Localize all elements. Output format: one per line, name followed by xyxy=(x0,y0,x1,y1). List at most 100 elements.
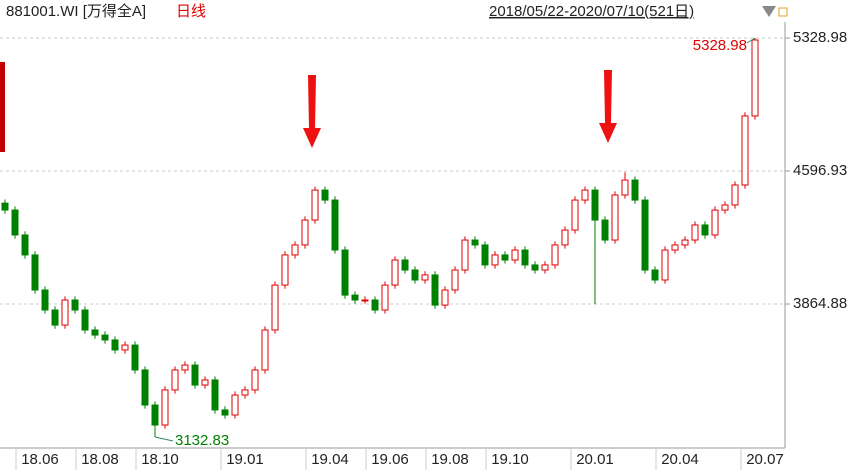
candle-body xyxy=(651,269,659,281)
candle-body xyxy=(701,224,709,236)
y-tick-label: 5328.98 xyxy=(793,29,847,46)
candle-body xyxy=(421,274,429,281)
candle-body xyxy=(391,259,399,286)
candle-body xyxy=(411,269,419,281)
x-tick-label: 20.04 xyxy=(661,451,699,468)
candle-body xyxy=(361,299,369,302)
x-tick-label: 18.10 xyxy=(141,451,179,468)
candle-body xyxy=(281,254,289,286)
candle-body xyxy=(521,249,529,266)
candle-body xyxy=(451,269,459,291)
arrow xyxy=(303,75,321,148)
candle-body xyxy=(251,369,259,391)
candle-body xyxy=(61,299,69,326)
candle-body xyxy=(691,224,699,241)
candle-body xyxy=(531,264,539,271)
candle-body xyxy=(621,179,629,196)
candle-body xyxy=(711,209,719,236)
candle-body xyxy=(141,369,149,406)
candle-body xyxy=(661,249,669,281)
candle-body xyxy=(631,179,639,201)
date-range[interactable]: 2018/05/22-2020/07/10(521日) xyxy=(489,3,694,20)
candle-body xyxy=(71,299,79,311)
x-tick-label: 19.06 xyxy=(371,451,409,468)
y-tick-label: 4596.93 xyxy=(793,162,847,179)
candle-body xyxy=(21,234,29,256)
candle-body xyxy=(191,364,199,386)
side-marker xyxy=(0,62,5,152)
candle-body xyxy=(161,389,169,426)
candle-body xyxy=(121,344,129,351)
security-code: 881001.WI [万得全A] xyxy=(6,2,146,20)
candle-body xyxy=(551,244,559,266)
candle-body xyxy=(301,219,309,246)
x-tick-label: 20.01 xyxy=(576,451,614,468)
candle-body xyxy=(91,329,99,336)
candle-body xyxy=(131,344,139,371)
arrow xyxy=(599,70,617,143)
x-tick-label: 18.08 xyxy=(81,451,119,468)
candle-body xyxy=(401,259,409,271)
candle-body xyxy=(581,189,589,201)
min-pointer xyxy=(154,436,174,442)
candle-body xyxy=(341,249,349,296)
candle-body xyxy=(11,209,19,236)
y-tick-label: 3864.88 xyxy=(793,295,847,312)
candle-body xyxy=(371,299,379,311)
candle-body xyxy=(671,244,679,251)
candle-body xyxy=(591,189,599,221)
candle-body xyxy=(321,189,329,201)
candle-body xyxy=(261,329,269,371)
candle-body xyxy=(571,199,579,231)
x-tick-label: 18.06 xyxy=(21,451,59,468)
candle-body xyxy=(311,189,319,221)
candle-body xyxy=(561,229,569,246)
candle-body xyxy=(431,274,439,306)
candle-body xyxy=(501,254,509,261)
candle-body xyxy=(231,394,239,416)
candle-body xyxy=(491,254,499,266)
candle-body xyxy=(171,369,179,391)
candle-body xyxy=(111,339,119,351)
min-label: 3132.83 xyxy=(175,432,229,449)
candle-body xyxy=(1,202,9,211)
candle-body xyxy=(741,115,749,186)
candle-body xyxy=(101,334,109,341)
candle-body xyxy=(721,204,729,211)
candle-body xyxy=(601,219,609,241)
candle-body xyxy=(641,199,649,271)
candle-body xyxy=(611,194,619,241)
dropdown-icon[interactable] xyxy=(762,6,776,17)
x-tick-label: 19.08 xyxy=(431,451,469,468)
x-tick-label: 19.01 xyxy=(226,451,264,468)
candle-body xyxy=(751,39,759,117)
x-tick-label: 19.10 xyxy=(491,451,529,468)
candle-body xyxy=(51,309,59,326)
candle-body xyxy=(181,364,189,371)
max-pointer xyxy=(746,37,756,44)
candle-body xyxy=(151,404,159,426)
candle-body xyxy=(201,379,209,386)
candle-body xyxy=(681,239,689,246)
max-label: 5328.98 xyxy=(693,37,747,54)
candle-body xyxy=(441,289,449,306)
candle-body xyxy=(211,379,219,411)
candle-body xyxy=(81,309,89,331)
lock-icon[interactable] xyxy=(778,7,788,17)
candle-body xyxy=(331,199,339,251)
candle-body xyxy=(511,249,519,261)
candle-body xyxy=(41,289,49,311)
candle-body xyxy=(541,264,549,271)
candle-body xyxy=(481,244,489,266)
candle-body xyxy=(731,184,739,206)
candle-body xyxy=(271,284,279,331)
period: 日线 xyxy=(176,3,206,20)
x-tick-label: 20.07 xyxy=(746,451,784,468)
candle-body xyxy=(291,244,299,256)
candle-body xyxy=(381,284,389,311)
candle-body xyxy=(31,254,39,291)
candle-body xyxy=(351,294,359,301)
candle-body xyxy=(241,389,249,396)
